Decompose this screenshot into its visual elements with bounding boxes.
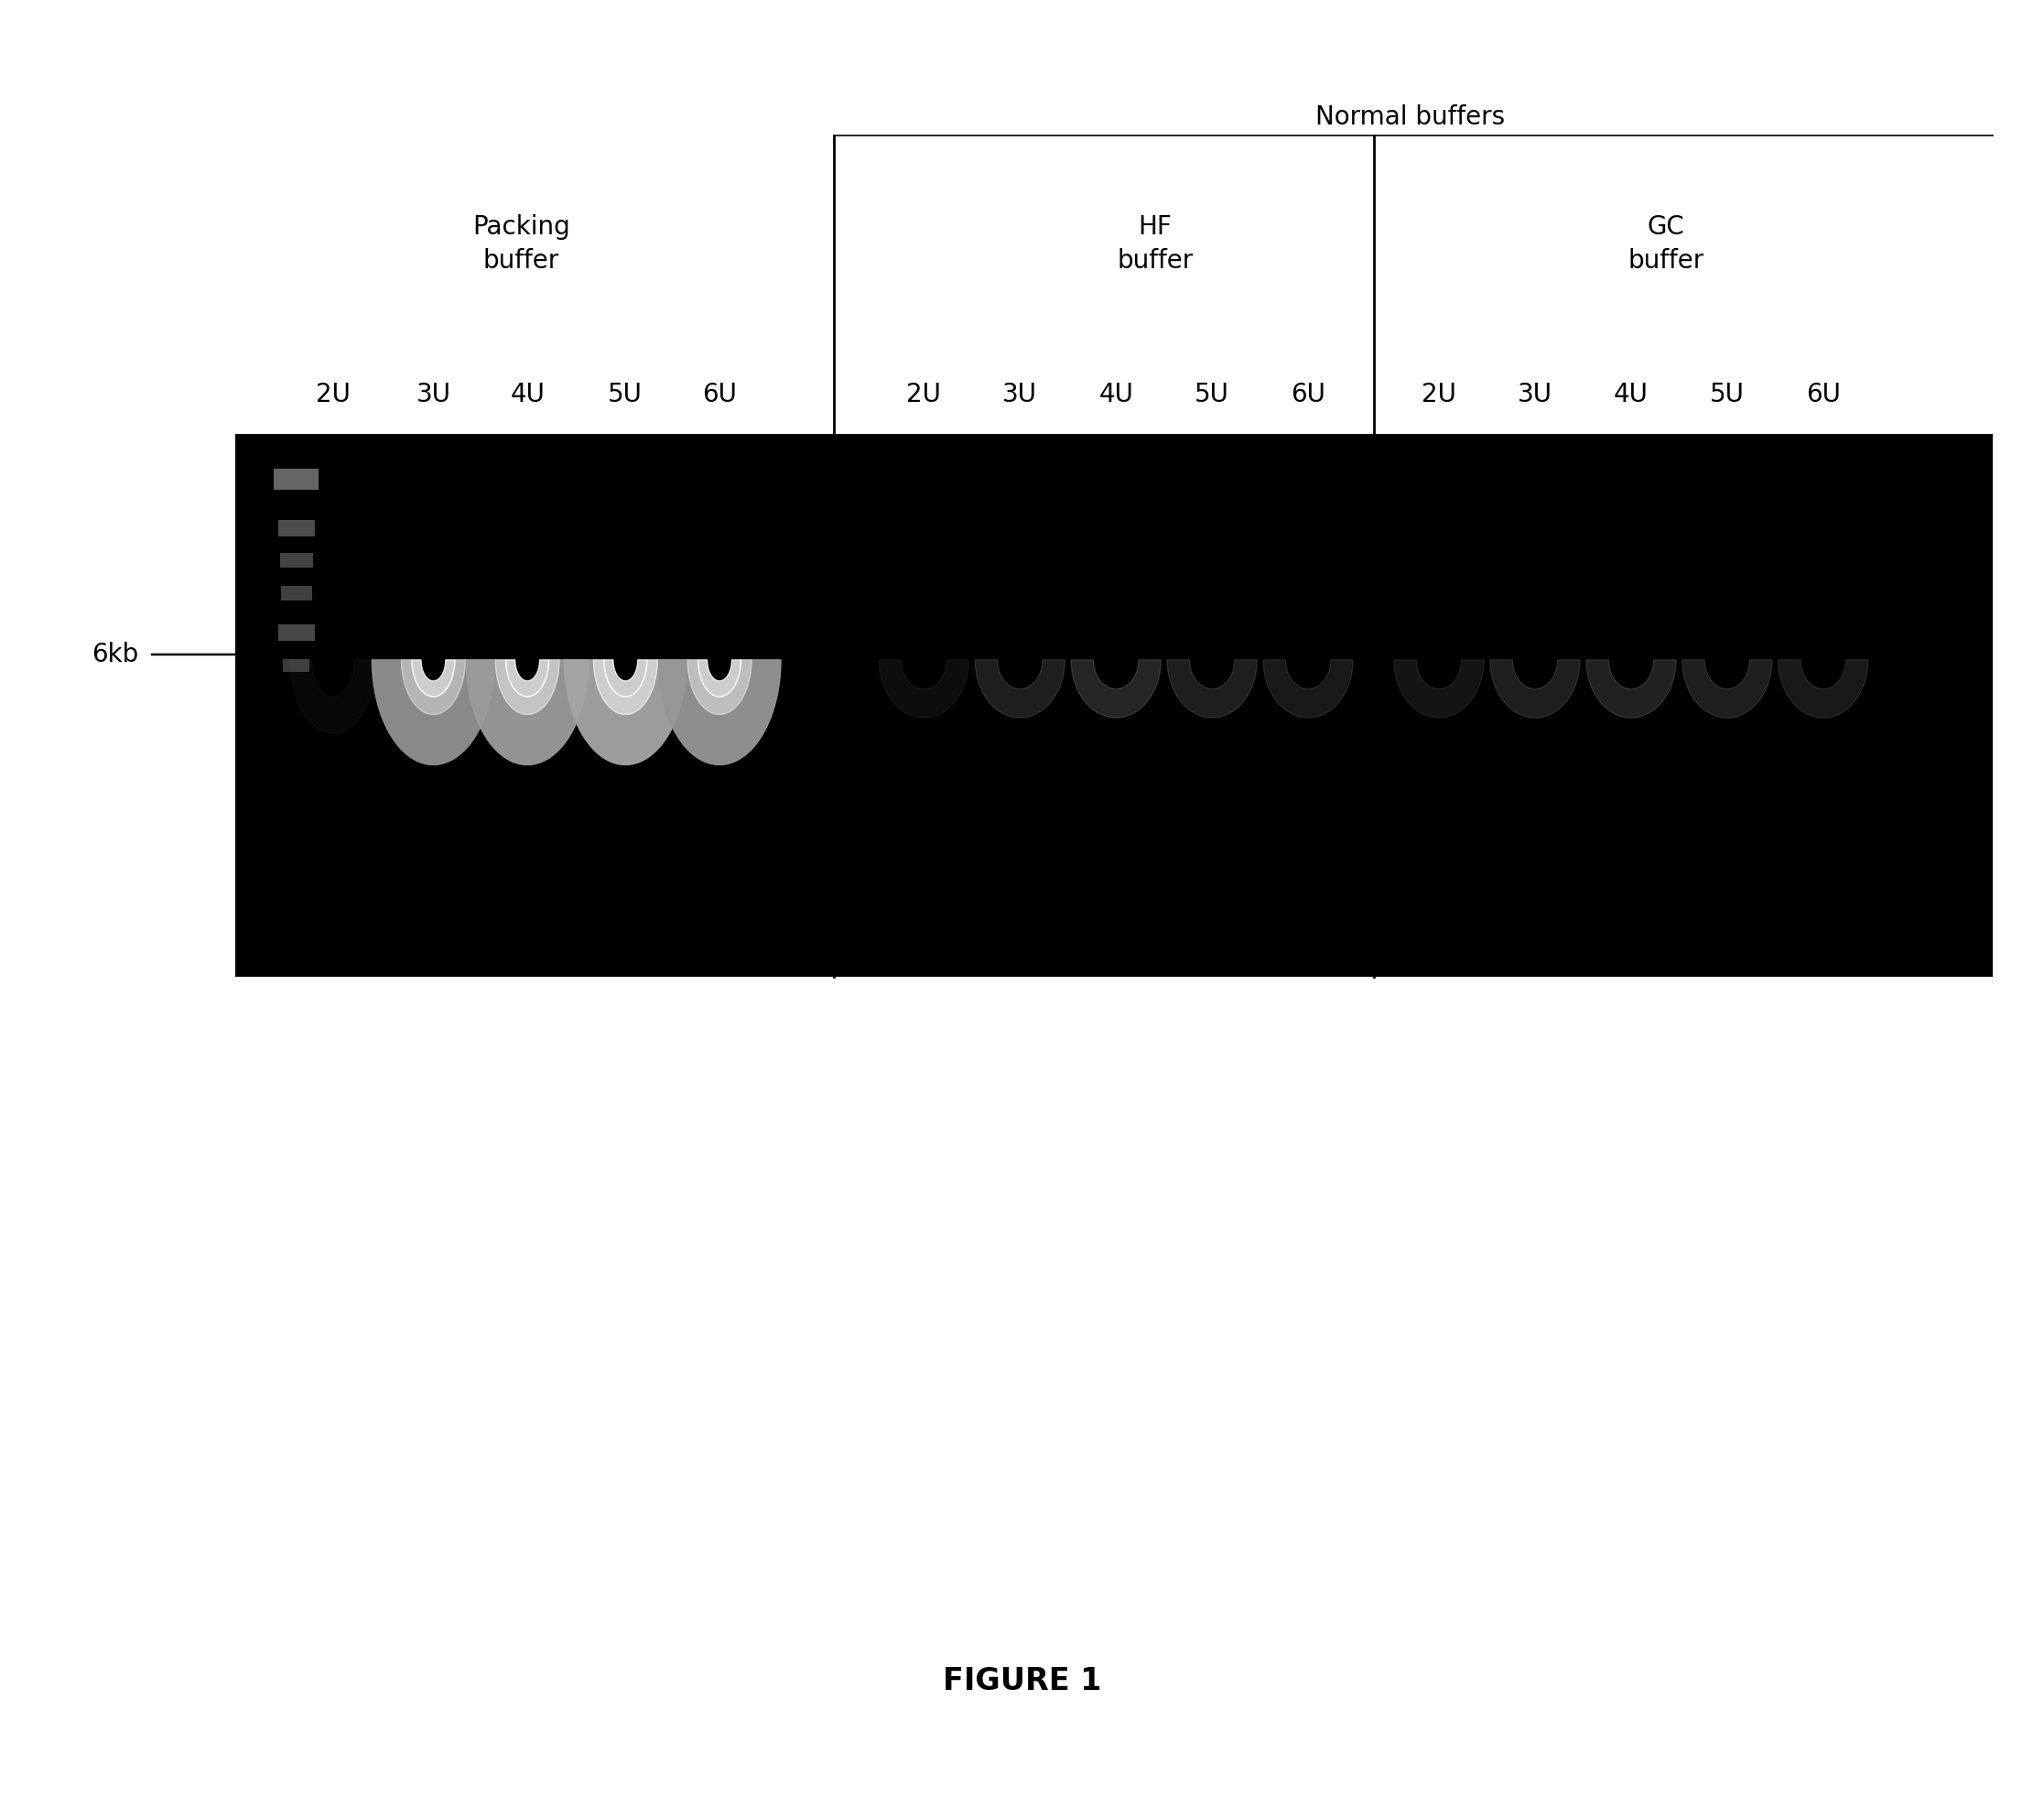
Text: Packing
buffer: Packing buffer	[472, 215, 570, 273]
Polygon shape	[1167, 660, 1257, 718]
Polygon shape	[879, 660, 969, 718]
Polygon shape	[687, 660, 752, 714]
Polygon shape	[975, 660, 1065, 718]
Polygon shape	[1586, 660, 1676, 718]
Polygon shape	[564, 660, 687, 765]
Polygon shape	[593, 660, 658, 714]
Text: 6kb: 6kb	[92, 642, 139, 667]
Polygon shape	[658, 660, 781, 765]
Text: 5U: 5U	[1711, 381, 1744, 407]
Text: 3U: 3U	[1002, 381, 1038, 407]
Polygon shape	[401, 660, 466, 714]
Bar	[280, 553, 313, 568]
Bar	[278, 624, 315, 640]
Polygon shape	[1071, 660, 1161, 718]
Text: 4U: 4U	[1100, 381, 1132, 407]
Polygon shape	[507, 660, 548, 696]
Polygon shape	[697, 660, 740, 696]
Polygon shape	[605, 660, 646, 696]
Text: 5U: 5U	[1196, 381, 1228, 407]
Polygon shape	[495, 660, 560, 714]
Bar	[282, 658, 309, 671]
Polygon shape	[1394, 660, 1484, 718]
Polygon shape	[290, 660, 376, 734]
Polygon shape	[1490, 660, 1580, 718]
Text: 6U: 6U	[703, 381, 736, 407]
Polygon shape	[1263, 660, 1353, 718]
Text: Normal buffers: Normal buffers	[1316, 105, 1504, 130]
Polygon shape	[1682, 660, 1772, 718]
Text: 6U: 6U	[1292, 381, 1325, 407]
Text: 4U: 4U	[511, 381, 544, 407]
Text: FIGURE 1: FIGURE 1	[942, 1667, 1102, 1696]
Polygon shape	[411, 660, 454, 696]
Text: 6U: 6U	[1807, 381, 1840, 407]
Polygon shape	[466, 660, 589, 765]
Text: 2U: 2U	[1423, 381, 1455, 407]
Text: GC
buffer: GC buffer	[1627, 215, 1705, 273]
Text: 4U: 4U	[1615, 381, 1647, 407]
Text: 3U: 3U	[415, 381, 452, 407]
Polygon shape	[372, 660, 495, 765]
Text: 3U: 3U	[1517, 381, 1553, 407]
Bar	[278, 519, 315, 535]
Text: 5U: 5U	[609, 381, 642, 407]
Text: 2U: 2U	[908, 381, 940, 407]
Polygon shape	[1778, 660, 1868, 718]
Bar	[280, 586, 311, 600]
Text: HF
buffer: HF buffer	[1116, 215, 1194, 273]
Bar	[235, 434, 1993, 976]
Text: 2U: 2U	[317, 381, 350, 407]
Bar	[274, 468, 319, 490]
